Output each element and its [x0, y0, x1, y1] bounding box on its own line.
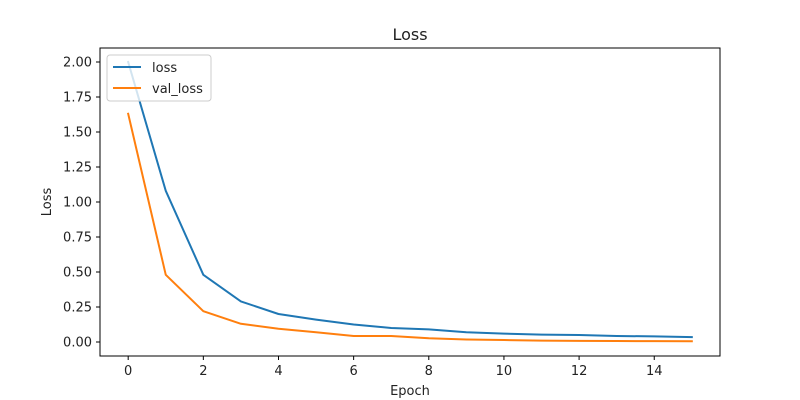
- legend: loss val_loss: [106, 54, 212, 102]
- y-axis-label: Loss: [40, 188, 55, 217]
- chart-title: Loss: [392, 25, 427, 44]
- y-tick-label: 2.00: [63, 56, 92, 71]
- series-line-loss: [126, 60, 693, 339]
- x-axis-ticks: 0 2 4 6 8 10 12 14: [124, 356, 663, 379]
- series-layer: [126, 60, 693, 343]
- x-axis-label: Epoch: [390, 384, 430, 399]
- x-tick-label: 8: [425, 364, 433, 379]
- y-tick-label: 1.50: [63, 126, 92, 141]
- x-tick-label: 6: [349, 364, 357, 379]
- x-tick-label: 2: [199, 364, 207, 379]
- y-tick-label: 0.00: [63, 336, 92, 351]
- y-tick-label: 0.50: [63, 266, 92, 281]
- y-tick-label: 0.25: [63, 301, 92, 316]
- x-tick-label: 0: [124, 364, 132, 379]
- legend-label-loss: loss: [152, 61, 177, 76]
- x-tick-label: 14: [646, 364, 663, 379]
- y-tick-label: 1.00: [63, 196, 92, 211]
- series-line-val-loss: [126, 112, 693, 343]
- y-tick-label: 0.75: [63, 231, 92, 246]
- x-tick-label: 10: [496, 364, 513, 379]
- y-tick-label: 1.25: [63, 161, 92, 176]
- y-tick-label: 1.75: [63, 91, 92, 106]
- x-tick-label: 4: [274, 364, 282, 379]
- legend-label-val-loss: val_loss: [152, 82, 203, 97]
- x-tick-label: 12: [571, 364, 588, 379]
- y-axis-ticks: 0.00 0.25 0.50 0.75 1.00 1.25 1.50 1.75 2.00: [63, 56, 100, 351]
